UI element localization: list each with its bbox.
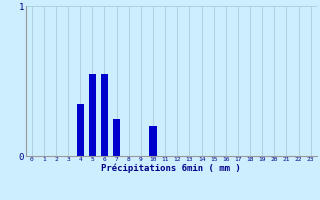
Bar (89, 73, 96, 156)
Bar (113, 118, 120, 156)
Bar (101, 73, 108, 156)
Bar (76, 104, 84, 156)
X-axis label: Précipitations 6min ( mm ): Précipitations 6min ( mm ) (101, 164, 241, 173)
Bar (149, 126, 157, 156)
